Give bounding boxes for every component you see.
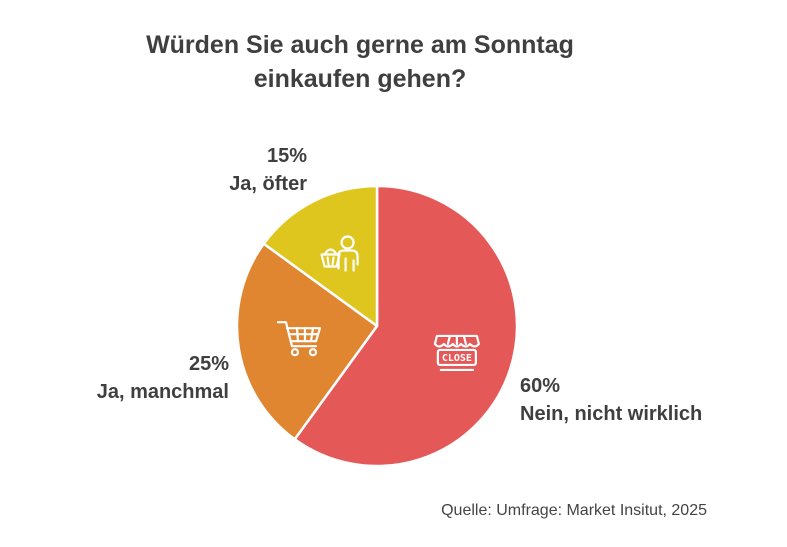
label-manchmal-text: Ja, manchmal bbox=[96, 381, 229, 403]
label-oefter-value: 15% bbox=[266, 145, 307, 167]
label-oefter: 15% Ja, öfter bbox=[229, 142, 307, 198]
label-oefter-text: Ja, öfter bbox=[229, 173, 307, 195]
title-line-1: Würden Sie auch gerne am Sonntag bbox=[146, 31, 574, 59]
label-nein-text: Nein, nicht wirklich bbox=[520, 403, 703, 425]
pie-slice-1 bbox=[293, 184, 519, 468]
chart-title: Würden Sie auch gerne am Sonntag einkauf… bbox=[60, 28, 660, 96]
closed-shop-icon: CLOSE bbox=[433, 334, 480, 372]
title-line-2: einkaufen gehen? bbox=[253, 65, 467, 93]
label-manchmal-value: 25% bbox=[188, 353, 229, 375]
shopper-basket-icon bbox=[320, 235, 359, 272]
svg-text:CLOSE: CLOSE bbox=[442, 353, 472, 364]
pie-slice-3 bbox=[262, 184, 379, 328]
label-nein: 60% Nein, nicht wirklich bbox=[520, 372, 702, 428]
source-note: Quelle: Umfrage: Market Insitut, 2025 bbox=[441, 502, 707, 519]
label-manchmal: 25% Ja, manchmal bbox=[97, 350, 229, 406]
shopping-cart-icon bbox=[276, 321, 322, 357]
label-nein-value: 60% bbox=[520, 375, 561, 397]
